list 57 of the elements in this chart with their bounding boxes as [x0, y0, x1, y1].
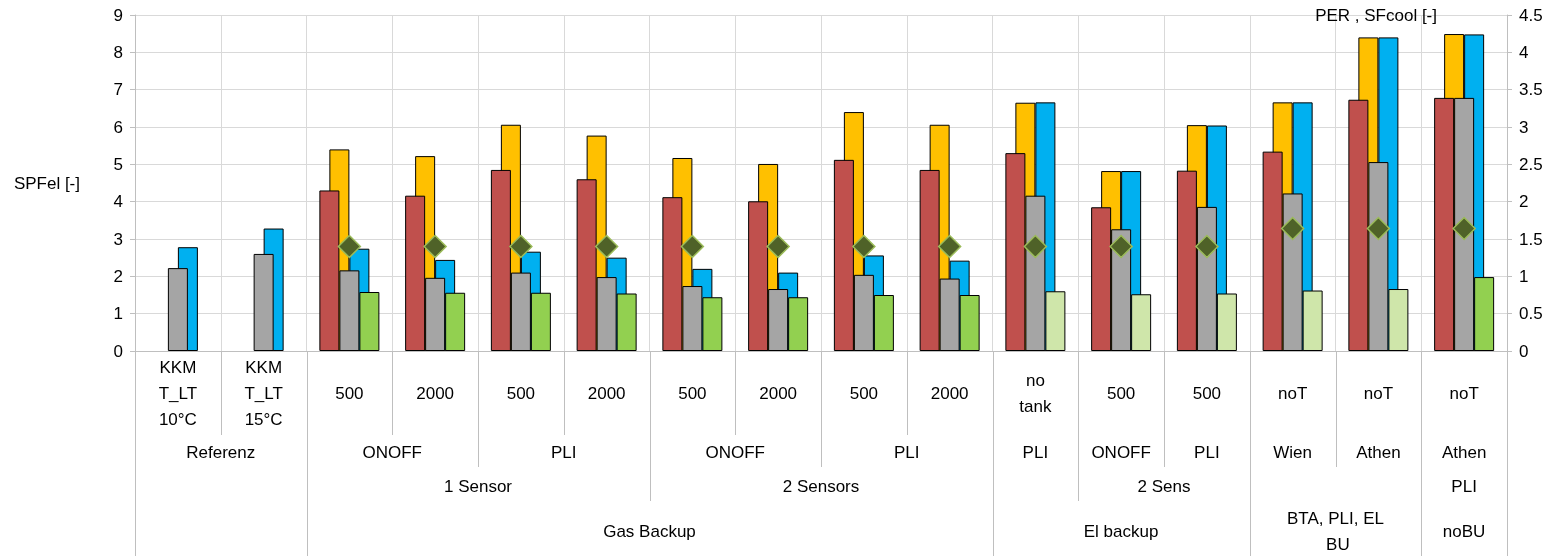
x-tick-label: 2000 [587, 383, 626, 403]
y-tick-label: 8 [113, 42, 123, 62]
y2-tick-label: 1.5 [1519, 229, 1543, 249]
text: PLI [893, 442, 920, 462]
y2-axis-title: PER , SFcool [-] [1315, 5, 1437, 25]
text: PLI [550, 442, 577, 462]
y2-tick-label: 4.5 [1519, 5, 1543, 25]
y-tick-label: 7 [113, 80, 123, 100]
text: Gas Backup [603, 521, 696, 541]
y2-tick-label: 3 [1519, 117, 1529, 137]
text: Athen [1356, 442, 1401, 462]
x-tick-label: 500 [849, 383, 879, 403]
text: noBU [1442, 521, 1486, 541]
y2-tick-label: 4 [1519, 42, 1529, 62]
x-tick-label: 2000 [930, 383, 969, 403]
text: Athen [1441, 442, 1487, 462]
text: 1 Sensor [443, 476, 513, 496]
x-tick-label: 500 [1192, 383, 1222, 403]
x-tick-label: 2000 [416, 383, 455, 403]
text: PLI [1194, 442, 1220, 462]
y2-tick-label: 0 [1519, 341, 1529, 361]
x-tick-label: no tank [1019, 370, 1052, 416]
x-tick-label: KKM T_LT 15°C [244, 357, 283, 429]
x-tick-label: noT [1449, 383, 1479, 403]
x-tick-label: 500 [335, 383, 364, 403]
text: 2 Sens [1137, 476, 1191, 496]
y-tick-label: 1 [113, 304, 123, 324]
y-tick-label: 9 [113, 5, 123, 25]
y-tick-label: 3 [113, 229, 123, 249]
text: ONOFF [362, 442, 422, 462]
y2-tick-label: 3.5 [1519, 80, 1543, 100]
y2-tick-label: 1 [1519, 266, 1529, 286]
text: BTA, PLI, EL BU [1286, 508, 1385, 554]
text: Wien [1273, 442, 1312, 462]
text: ONOFF [705, 442, 765, 462]
x-tick-label: KKM T_LT 10°C [158, 357, 198, 429]
y2-tick-label: 2.5 [1519, 154, 1543, 174]
x-tick-label: 2000 [759, 383, 798, 403]
x-tick-label: 500 [506, 383, 536, 403]
y-tick-label: 5 [113, 154, 123, 174]
text: Referenz [186, 442, 256, 462]
y2-tick-label: 0.5 [1519, 304, 1543, 324]
y2-tick-label: 2 [1519, 192, 1529, 212]
y-tick-label: 2 [113, 266, 123, 286]
x-tick-label: 500 [1106, 383, 1136, 403]
y-tick-label: 0 [113, 341, 123, 361]
y-axis-title: SPFel [-] [13, 173, 80, 193]
y-tick-label: 6 [113, 117, 123, 137]
x-tick-label: noT [1277, 383, 1308, 403]
text: El backup [1083, 521, 1159, 541]
y-tick-label: 4 [113, 192, 123, 212]
x-tick-label: noT [1363, 383, 1394, 403]
text: PLI [1022, 442, 1049, 462]
x-tick-label: 500 [678, 383, 707, 403]
text: ONOFF [1091, 442, 1151, 462]
text: 2 Sensors [782, 476, 860, 496]
text: PLI [1451, 476, 1477, 496]
